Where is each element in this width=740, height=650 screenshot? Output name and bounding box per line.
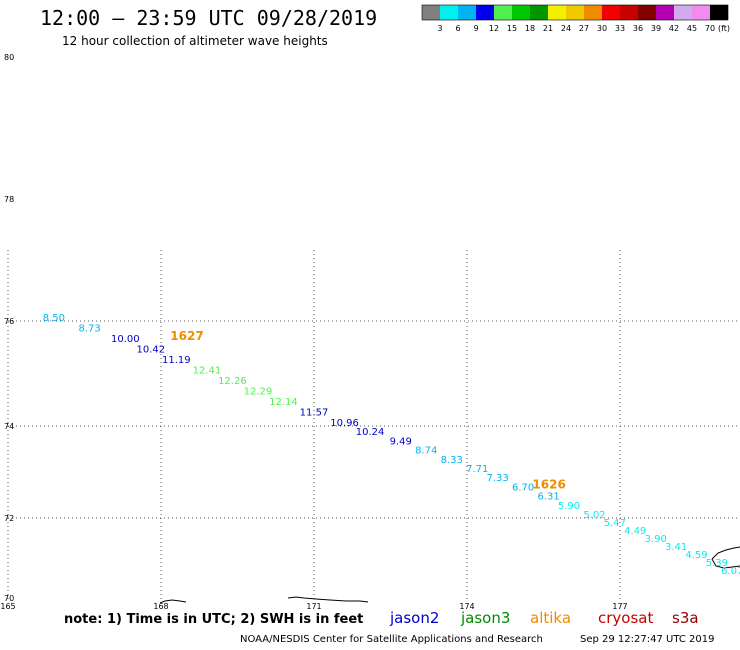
color-scale-label: 15 <box>507 24 517 33</box>
color-scale-label: 21 <box>543 24 553 33</box>
color-scale-label: 27 <box>579 24 589 33</box>
swh-value-label: 9.49 <box>390 436 412 447</box>
y-tick-label: 76 <box>4 317 14 326</box>
color-swatch <box>620 5 638 20</box>
coastline <box>159 546 740 604</box>
color-swatch <box>566 5 584 20</box>
y-tick-label: 78 <box>4 195 14 204</box>
color-swatch <box>548 5 566 20</box>
legend-cryosat: cryosat <box>598 609 654 627</box>
x-tick-label: 165 <box>0 602 15 611</box>
swh-data-labels: 8.50 8.73 10.0010.4211.1912.4112.2612.2912… <box>43 313 740 577</box>
color-scale-label: 30 <box>597 24 607 33</box>
pass-number-label: 1627 <box>170 329 203 343</box>
color-swatch <box>602 5 620 20</box>
swh-value-label: 5.02 <box>583 510 605 521</box>
swh-value-label: 6.31 <box>537 492 559 503</box>
swh-value-label: 3.90 <box>645 534 667 545</box>
legend-s3a: s3a <box>672 609 699 627</box>
color-swatch <box>458 5 476 20</box>
color-swatch <box>512 5 530 20</box>
swh-value-label: 4.49 <box>624 526 646 537</box>
swh-value-label: 12.26 <box>218 376 247 387</box>
color-scale-label: 18 <box>525 24 535 33</box>
color-scale-label: 33 <box>615 24 625 33</box>
color-scale-label: 45 <box>687 24 697 33</box>
swh-value-label: 11.57 <box>300 408 329 419</box>
color-scale-label: 12 <box>489 24 499 33</box>
color-scale-legend: 3 6 9 12 15 18 21 24 27 30 33 36 39 42 45 70 (ft) <box>421 4 730 33</box>
swh-value-label: 5.90 <box>558 501 580 512</box>
color-swatch <box>656 5 674 20</box>
color-scale-unit: (ft) <box>718 24 730 33</box>
color-swatch <box>638 5 656 20</box>
lat-lon-grid <box>7 250 740 600</box>
y-tick-label: 74 <box>4 422 14 431</box>
color-swatch <box>530 5 548 20</box>
swh-value-label: 10.24 <box>356 427 385 438</box>
credit-text: NOAA/NESDIS Center for Satellite Applica… <box>240 634 543 645</box>
swh-value-label: 8.50 <box>43 313 65 324</box>
color-swatch <box>422 5 440 20</box>
x-tick-label: 174 <box>459 602 474 611</box>
generated-timestamp: Sep 29 12:27:47 UTC 2019 <box>580 634 715 645</box>
swh-value-label: 5.39 <box>706 558 728 569</box>
swh-value-label: 8.73 <box>78 324 100 335</box>
y-tick-label: 80 <box>4 53 14 62</box>
color-scale-label: 36 <box>633 24 643 33</box>
swh-value-label: 6.70 <box>512 482 534 493</box>
pass-number-label: 1626 <box>532 477 565 491</box>
swh-value-label: 3.41 <box>665 542 687 553</box>
x-tick-label: 168 <box>153 602 168 611</box>
coastline-segment <box>711 546 740 569</box>
y-tick-label: 72 <box>4 514 14 523</box>
x-tick-label: 171 <box>306 602 321 611</box>
swh-value-label: 10.42 <box>136 345 165 356</box>
swh-value-label: 8.33 <box>441 455 463 466</box>
swh-value-label: 5.47 <box>604 518 626 529</box>
swh-value-label: 12.41 <box>193 366 222 377</box>
color-bar-frame <box>421 4 729 21</box>
y-tick-label: 70 <box>4 594 14 603</box>
coastline-segment <box>287 596 369 603</box>
color-swatch <box>476 5 494 20</box>
swh-value-label: 12.14 <box>269 397 298 408</box>
color-scale-label: 42 <box>669 24 679 33</box>
swh-value-label: 8.74 <box>415 446 437 457</box>
color-swatch <box>710 5 728 20</box>
color-swatch <box>494 5 512 20</box>
legend-jason2: jason2 <box>390 609 440 627</box>
color-scale-label: 3 <box>437 24 442 33</box>
swh-value-label: 4.59 <box>685 550 707 561</box>
color-swatch <box>692 5 710 20</box>
coastline-segment <box>159 599 187 604</box>
color-scale-label: 6 <box>455 24 460 33</box>
color-scale-label: 39 <box>651 24 661 33</box>
swh-value-label: 7.33 <box>486 473 508 484</box>
chart-subtitle: 12 hour collection of altimeter wave hei… <box>62 34 328 48</box>
swh-value-label: 12.29 <box>244 387 273 398</box>
note-text: note: 1) Time is in UTC; 2) SWH is in fe… <box>64 612 364 627</box>
color-swatch <box>584 5 602 20</box>
color-scale-label: 9 <box>473 24 478 33</box>
chart-title: 12:00 — 23:59 UTC 09/28/2019 <box>40 6 378 30</box>
x-tick-label: 177 <box>612 602 627 611</box>
swh-value-label: 10.96 <box>330 418 359 429</box>
legend-altika: altika <box>530 609 572 627</box>
color-scale-label: 70 <box>705 24 715 33</box>
swh-value-label: 6.07 <box>721 566 740 577</box>
color-swatch <box>674 5 692 20</box>
color-scale-label: 24 <box>561 24 571 33</box>
swh-value-label: 11.19 <box>162 355 191 366</box>
swh-value-label: 10.00 <box>111 334 140 345</box>
color-swatch <box>440 5 458 20</box>
swh-value-label: 7.71 <box>466 464 488 475</box>
axis-tick-labels: 70 72 74 76 78 80 165 168 171 174 177 <box>0 53 627 611</box>
legend-jason3: jason3 <box>461 609 511 627</box>
